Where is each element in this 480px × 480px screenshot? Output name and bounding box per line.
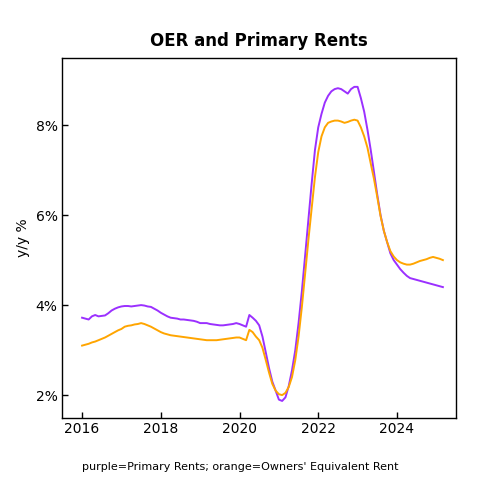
Y-axis label: y/y %: y/y % xyxy=(16,218,30,257)
Text: purple=Primary Rents; orange=Owners' Equivalent Rent: purple=Primary Rents; orange=Owners' Equ… xyxy=(82,462,398,472)
Title: OER and Primary Rents: OER and Primary Rents xyxy=(150,33,368,50)
